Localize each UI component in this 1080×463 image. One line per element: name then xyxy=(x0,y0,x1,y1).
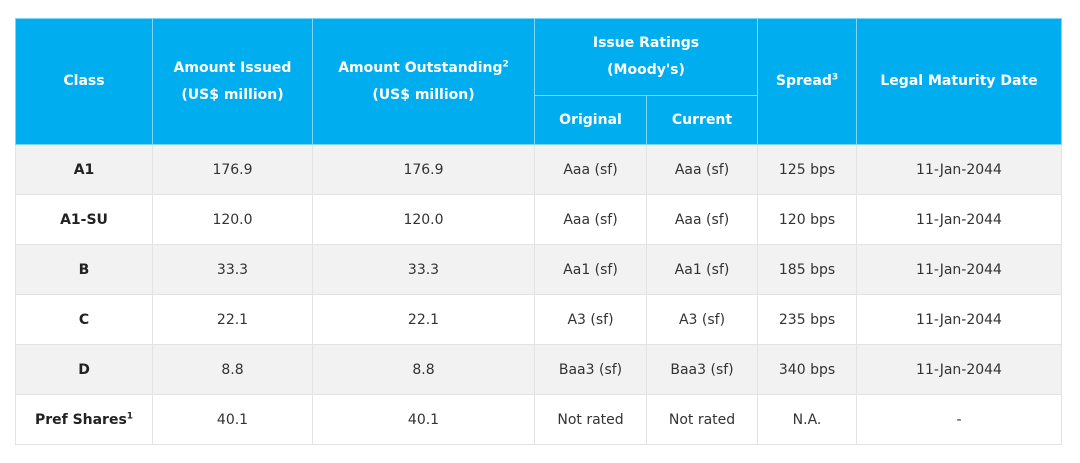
table-row: A1-SU 120.0 120.0 Aaa (sf) Aaa (sf) 120 … xyxy=(15,194,1063,245)
cell-maturity: 11-Jan-2044 xyxy=(856,344,1063,395)
cell-original-rating: A3 (sf) xyxy=(534,294,647,345)
cell-original-rating: Aaa (sf) xyxy=(534,194,647,245)
header-current-label: Current xyxy=(671,111,733,128)
header-current: Current xyxy=(645,95,759,145)
footnote-ref-2: 2 xyxy=(502,58,509,69)
cell-current-rating: Aaa (sf) xyxy=(645,194,759,245)
notes-table-container: Class Amount Issued (US$ million) Amount… xyxy=(15,18,1063,445)
cell-issued: 40.1 xyxy=(152,394,313,445)
cell-current-rating: Baa3 (sf) xyxy=(645,344,759,395)
header-amount-issued-unit: (US$ million) xyxy=(181,86,284,103)
cell-original-rating: Baa3 (sf) xyxy=(534,344,647,395)
cell-spread: 120 bps xyxy=(757,194,858,245)
cell-original-rating: Not rated xyxy=(534,394,647,445)
footnote-ref-1: 1 xyxy=(126,410,134,421)
table-body: A1 176.9 176.9 Aaa (sf) Aaa (sf) 125 bps… xyxy=(15,144,1063,445)
cell-class: D xyxy=(15,344,153,395)
header-class-label: Class xyxy=(63,73,105,89)
table-row: A1 176.9 176.9 Aaa (sf) Aaa (sf) 125 bps… xyxy=(15,144,1063,195)
header-amount-outstanding: Amount Outstanding2 (US$ million) xyxy=(312,18,535,145)
cell-maturity: 11-Jan-2044 xyxy=(856,244,1063,295)
header-original: Original xyxy=(534,95,647,145)
cell-outstanding: 8.8 xyxy=(312,344,535,395)
cell-current-rating: Aa1 (sf) xyxy=(645,244,759,295)
cell-spread: N.A. xyxy=(757,394,858,445)
class-name: D xyxy=(78,361,90,378)
cell-spread: 185 bps xyxy=(757,244,858,295)
header-amount-issued: Amount Issued (US$ million) xyxy=(152,18,313,145)
cell-issued: 33.3 xyxy=(152,244,313,295)
class-name: C xyxy=(78,311,90,328)
cell-current-rating: Not rated xyxy=(645,394,759,445)
header-class: Class xyxy=(15,18,153,145)
class-name: Pref Shares xyxy=(34,411,127,428)
cell-outstanding: 22.1 xyxy=(312,294,535,345)
cell-maturity: - xyxy=(856,394,1063,445)
cell-outstanding: 120.0 xyxy=(312,194,535,245)
table-header: Class Amount Issued (US$ million) Amount… xyxy=(15,18,1063,145)
cell-maturity: 11-Jan-2044 xyxy=(856,144,1063,195)
header-amount-outstanding-unit: (US$ million) xyxy=(372,86,475,103)
cell-class: Pref Shares1 xyxy=(15,394,153,445)
header-issue-ratings: Issue Ratings (Moody's) xyxy=(533,18,759,96)
cell-outstanding: 33.3 xyxy=(312,244,535,295)
class-name: A1-SU xyxy=(60,211,108,228)
header-issue-ratings-sub: (Moody's) xyxy=(607,62,685,78)
header-legal-maturity: Legal Maturity Date xyxy=(856,18,1063,145)
cell-maturity: 11-Jan-2044 xyxy=(856,194,1063,245)
table-row: Pref Shares1 40.1 40.1 Not rated Not rat… xyxy=(15,394,1063,445)
cell-issued: 8.8 xyxy=(152,344,313,395)
cell-issued: 22.1 xyxy=(152,294,313,345)
cell-current-rating: A3 (sf) xyxy=(645,294,759,345)
cell-outstanding: 176.9 xyxy=(312,144,535,195)
cell-spread: 340 bps xyxy=(757,344,858,395)
cell-class: A1 xyxy=(15,144,153,195)
cell-outstanding: 40.1 xyxy=(312,394,535,445)
header-spread: Spread3 xyxy=(757,18,858,145)
header-amount-outstanding-label: Amount Outstanding xyxy=(338,59,503,76)
header-original-label: Original xyxy=(559,111,622,128)
cell-spread: 235 bps xyxy=(757,294,858,345)
cell-current-rating: Aaa (sf) xyxy=(645,144,759,195)
cell-issued: 120.0 xyxy=(152,194,313,245)
cell-class: A1-SU xyxy=(15,194,153,245)
table-row: D 8.8 8.8 Baa3 (sf) Baa3 (sf) 340 bps 11… xyxy=(15,344,1063,395)
class-name: A1 xyxy=(73,161,95,178)
cell-original-rating: Aa1 (sf) xyxy=(534,244,647,295)
header-spread-label: Spread xyxy=(775,73,832,89)
cell-maturity: 11-Jan-2044 xyxy=(856,294,1063,345)
notes-table: Class Amount Issued (US$ million) Amount… xyxy=(15,18,1063,445)
cell-spread: 125 bps xyxy=(757,144,858,195)
header-issue-ratings-label: Issue Ratings xyxy=(592,35,700,51)
cell-issued: 176.9 xyxy=(152,144,313,195)
cell-class: B xyxy=(15,244,153,295)
class-name: B xyxy=(78,261,90,278)
header-amount-issued-label: Amount Issued xyxy=(173,59,292,76)
cell-class: C xyxy=(15,294,153,345)
table-row: B 33.3 33.3 Aa1 (sf) Aa1 (sf) 185 bps 11… xyxy=(15,244,1063,295)
footnote-ref-3: 3 xyxy=(831,72,839,83)
table-row: C 22.1 22.1 A3 (sf) A3 (sf) 235 bps 11-J… xyxy=(15,294,1063,345)
cell-original-rating: Aaa (sf) xyxy=(534,144,647,195)
header-legal-maturity-label: Legal Maturity Date xyxy=(880,73,1038,89)
